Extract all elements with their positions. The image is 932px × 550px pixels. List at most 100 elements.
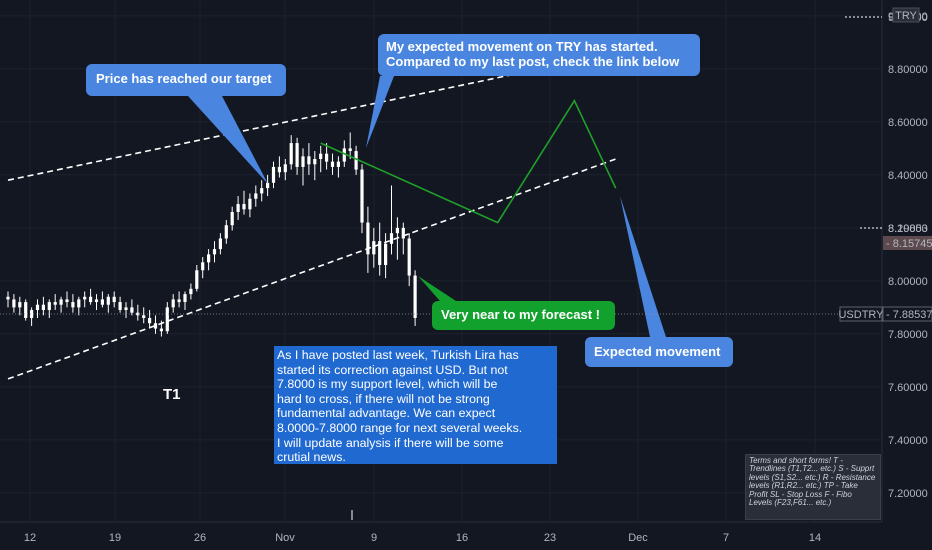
y-tick-label-6: 7.80000 (888, 329, 928, 341)
candle-body (207, 254, 211, 263)
x-tick-label-9: 14 (809, 532, 821, 544)
y-tick-label-4: 8.20000 (888, 223, 928, 235)
trendline-label-t1: T1 (163, 386, 181, 403)
candle-body (124, 307, 128, 311)
candle (106, 294, 110, 313)
candle (201, 257, 205, 279)
candle (189, 283, 193, 300)
currency-tag-bg (892, 7, 920, 23)
expected-movement-callout: Expected movement (585, 337, 733, 367)
candle-body (41, 304, 45, 311)
x-tick-label-4: 9 (371, 532, 377, 544)
candle-body (366, 222, 370, 255)
last-price-label: - 7.88537 (886, 309, 932, 321)
candle (325, 143, 329, 170)
y-tick-label-9: 7.20000 (888, 488, 928, 500)
candle-body (254, 193, 258, 199)
candle-body (118, 302, 122, 311)
candle (307, 143, 311, 175)
x-tick-label-0: 12 (24, 532, 36, 544)
candle-body (236, 204, 240, 212)
candle-body (348, 148, 352, 152)
candle (378, 222, 382, 276)
candle (94, 294, 99, 311)
candle-body (342, 148, 346, 162)
candle (295, 137, 299, 175)
candle (165, 302, 169, 334)
near-forecast-callout: Very near to my forecast ! (432, 301, 615, 330)
candle (336, 156, 340, 178)
candle-body (360, 169, 364, 223)
candle (195, 264, 199, 292)
candle-body (83, 296, 87, 300)
candle-body (35, 304, 40, 311)
candle-body (413, 275, 417, 318)
candle (12, 294, 16, 313)
target-callout-tail (188, 96, 268, 184)
candle-body (195, 270, 199, 289)
candle (389, 185, 394, 255)
high-price-tag-bg (883, 236, 932, 250)
price-axis: 9.000008.800008.600008.400008.200008.000… (881, 0, 932, 550)
candle-body (289, 143, 293, 165)
candle-body (295, 143, 299, 167)
callout-tails (188, 76, 666, 337)
candle-body (378, 241, 382, 265)
candle (348, 132, 352, 159)
candle-body (71, 302, 75, 308)
candle-body (301, 156, 305, 167)
candle (224, 219, 228, 244)
candle (30, 307, 34, 326)
candle (89, 288, 93, 305)
symbol-tag-bg (839, 306, 883, 322)
candle-body (230, 211, 234, 226)
y-tick-label-8: 7.40000 (888, 435, 928, 447)
candle (407, 233, 411, 287)
candle (159, 320, 163, 337)
high-price-label: - 8.15745 (886, 238, 932, 250)
candle-body (59, 299, 63, 305)
candle (260, 180, 264, 202)
candle-body (189, 288, 193, 295)
candle (248, 193, 252, 218)
symbol-tag: USDTRY (838, 309, 884, 321)
candle-body (106, 296, 110, 305)
candle-body (336, 161, 340, 167)
candle-body (171, 299, 175, 308)
candle-body (354, 151, 358, 170)
x-tick-label-8: 7 (723, 532, 729, 544)
level-price-label: 8.19853 (888, 223, 928, 235)
lower-channel-line (7, 158, 616, 380)
candle (18, 296, 22, 316)
y-tick-label-3: 8.40000 (888, 170, 928, 182)
candle (354, 145, 358, 175)
x-tick-label-5: 16 (456, 532, 468, 544)
y-tick-label-7: 7.60000 (888, 382, 928, 394)
candle (271, 161, 276, 189)
candle-body (94, 299, 99, 303)
candle (53, 294, 57, 311)
candle (142, 307, 146, 324)
x-tick-label-3: Nov (275, 532, 295, 544)
candle-body (212, 249, 217, 255)
candle-body (165, 307, 169, 332)
candle (330, 153, 335, 175)
candle (24, 299, 28, 321)
candle (41, 296, 45, 316)
candle (230, 206, 234, 231)
upper-channel-line (7, 52, 616, 181)
candle-body (53, 302, 57, 305)
expected-started-tail (366, 76, 394, 148)
expected-started-callout: My expected movement on TRY has started.… (378, 34, 700, 76)
candle-body (12, 299, 16, 308)
candle (77, 296, 81, 316)
candle (319, 145, 323, 173)
candle (212, 241, 217, 263)
candle (148, 310, 152, 329)
candle-body (401, 227, 405, 239)
analysis-note: As I have posted last week, Turkish Lira… (274, 346, 557, 464)
candle-body (136, 312, 140, 316)
candle-body (407, 238, 411, 276)
x-tick-label-1: 19 (109, 532, 121, 544)
candle-body (313, 158, 317, 165)
